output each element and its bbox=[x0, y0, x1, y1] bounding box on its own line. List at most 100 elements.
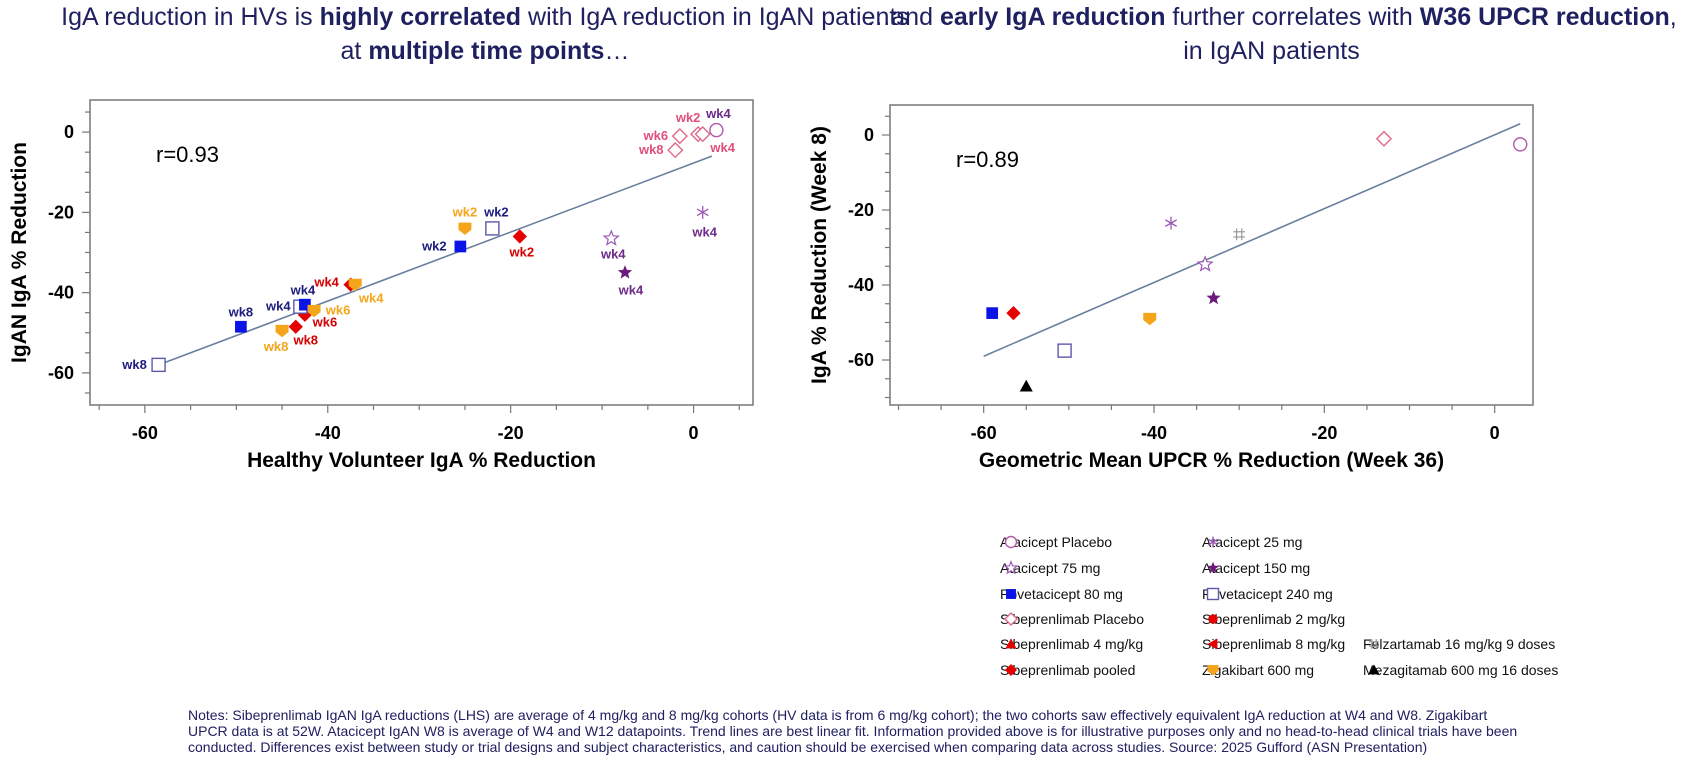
title-segment: further correlates with bbox=[1165, 3, 1420, 31]
data-point bbox=[694, 125, 711, 143]
left-panel-title: IgA reduction in HVs is highly correlate… bbox=[60, 0, 910, 68]
data-point bbox=[696, 205, 709, 219]
point-label: wk4 bbox=[313, 275, 339, 290]
data-point bbox=[512, 229, 527, 244]
data-point bbox=[1196, 255, 1214, 272]
legend-label: Sibeprenlimab 8 mg/kg bbox=[1202, 636, 1346, 652]
x-tick-label: 0 bbox=[1490, 423, 1500, 443]
y-tick-label: -60 bbox=[848, 350, 874, 370]
point-label: wk6 bbox=[643, 128, 669, 143]
y-tick-label: 0 bbox=[864, 125, 874, 145]
title-segment: W36 UPCR reduction bbox=[1419, 3, 1670, 31]
legend-item: Atacicept 25 mg bbox=[1202, 530, 1302, 554]
data-point bbox=[1143, 312, 1157, 326]
plot-frame bbox=[889, 104, 1534, 406]
legend-item: Atacicept 150 mg bbox=[1202, 556, 1310, 580]
point-label: wk4 bbox=[691, 224, 717, 239]
data-point bbox=[348, 278, 362, 292]
data-point bbox=[299, 298, 311, 311]
data-point bbox=[1165, 216, 1178, 230]
right-scatter-chart: -60 -40 -20 0 0 -20 -40 -60 Geometric Mean UPCR … bbox=[808, 104, 1534, 472]
legend-marker-icon bbox=[1207, 638, 1218, 650]
legend-label: Atacicept Placebo bbox=[1000, 534, 1113, 550]
legend-item: Sibeprenlimab 8 mg/kg bbox=[1202, 632, 1345, 656]
data-point bbox=[288, 319, 303, 334]
x-tick-label: -60 bbox=[971, 423, 997, 443]
legend-item: Zigakibart 600 mg bbox=[1202, 658, 1314, 682]
correlation-annotation: r=0.89 bbox=[956, 147, 1019, 172]
legend-marker-icon bbox=[1003, 560, 1019, 575]
point-label: wk2 bbox=[452, 204, 478, 219]
legend-item: Atacicept 75 mg bbox=[1000, 556, 1100, 580]
legend-marker-icon bbox=[1004, 663, 1018, 677]
legend-marker-icon bbox=[1207, 665, 1219, 676]
legend-item: Mezagitamab 600 mg 16 doses bbox=[1363, 658, 1558, 682]
title-segment: with IgA reduction in IgAN patients at bbox=[340, 3, 909, 65]
legend-marker-icon bbox=[1005, 638, 1017, 649]
title-segment: multiple time points bbox=[368, 37, 605, 65]
legend-label: Povetacicept 240 mg bbox=[1202, 586, 1333, 602]
point-label: wk4 bbox=[265, 299, 291, 314]
point-label: wk4 bbox=[290, 283, 316, 298]
trend-line bbox=[158, 155, 713, 366]
point-label: wk8 bbox=[263, 339, 289, 354]
legend-marker-icon bbox=[1369, 639, 1379, 649]
trend-line bbox=[983, 123, 1521, 357]
x-axis-title: Healthy Volunteer IgA % Reduction bbox=[247, 449, 596, 472]
legend-label: Atacicept 25 mg bbox=[1202, 534, 1303, 550]
point-label: wk4 bbox=[358, 291, 384, 306]
x-tick-label: -40 bbox=[1141, 423, 1167, 443]
point-label: wk8 bbox=[638, 142, 664, 157]
legend-item: Povetacicept 240 mg bbox=[1202, 582, 1333, 606]
legend-item: Sibeprenlimab Placebo bbox=[1000, 607, 1144, 631]
y-tick-label: -20 bbox=[48, 202, 74, 222]
legend-marker-icon bbox=[1004, 535, 1018, 549]
title-segment: …and bbox=[866, 3, 940, 31]
point-label: wk6 bbox=[312, 315, 338, 330]
legend-marker-icon bbox=[1206, 587, 1220, 601]
left-scatter-chart: -60 -40 -20 0 0 -20 -40 -60 Healthy Volunteer Ig… bbox=[8, 99, 754, 472]
legend-item: Sibeprenlimab pooled bbox=[1000, 658, 1135, 682]
y-tick-label: -40 bbox=[48, 283, 74, 303]
point-label: wk8 bbox=[121, 357, 147, 372]
y-tick-label: -20 bbox=[848, 200, 874, 220]
legend-marker-icon bbox=[1207, 561, 1219, 574]
footnote-notes: Notes: Sibeprenlimab IgAN IgA reductions… bbox=[188, 707, 1518, 755]
point-label: wk4 bbox=[618, 283, 644, 298]
x-tick-label: -60 bbox=[132, 423, 158, 443]
title-segment: early IgA reduction bbox=[939, 3, 1166, 31]
data-point bbox=[1513, 137, 1528, 152]
data-point bbox=[275, 324, 289, 338]
x-tick-label: -20 bbox=[498, 423, 524, 443]
legend-label: Sibeprenlimab pooled bbox=[1000, 662, 1136, 678]
point-label: wk6 bbox=[325, 303, 351, 318]
x-axis-title: Geometric Mean UPCR % Reduction (Week 36… bbox=[979, 449, 1444, 472]
data-point bbox=[235, 320, 247, 333]
data-point bbox=[671, 127, 688, 145]
title-segment: … bbox=[604, 37, 630, 65]
correlation-annotation: r=0.93 bbox=[156, 142, 219, 167]
y-tick-label: -40 bbox=[848, 275, 874, 295]
data-point bbox=[307, 304, 321, 318]
legend-item: Sibeprenlimab 4 mg/kg bbox=[1000, 632, 1143, 656]
point-label: wk2 bbox=[483, 204, 509, 219]
legend-label: Mezagitamab 600 mg 16 doses bbox=[1363, 662, 1559, 678]
data-point bbox=[1019, 379, 1033, 392]
point-label: wk8 bbox=[228, 305, 254, 320]
point-label: wk2 bbox=[675, 110, 701, 125]
x-tick-label: -40 bbox=[315, 423, 341, 443]
point-label: wk4 bbox=[709, 140, 735, 155]
y-tick-label: -60 bbox=[48, 363, 74, 383]
data-point bbox=[297, 307, 313, 322]
data-point bbox=[986, 307, 999, 319]
data-point bbox=[667, 142, 684, 159]
legend-marker-icon bbox=[1006, 589, 1016, 599]
right-panel-title: …and early IgA reduction further correla… bbox=[860, 0, 1683, 68]
legend: Atacicept Placebo Atacicept 25 mg Atacicep… bbox=[1000, 530, 1683, 700]
legend-label: Atacicept 75 mg bbox=[1000, 560, 1101, 576]
data-point bbox=[617, 265, 633, 279]
point-label: wk8 bbox=[292, 333, 318, 348]
data-point bbox=[709, 122, 724, 138]
legend-item: Sibeprenlimab 2 mg/kg bbox=[1202, 607, 1345, 631]
data-point bbox=[1375, 130, 1393, 147]
